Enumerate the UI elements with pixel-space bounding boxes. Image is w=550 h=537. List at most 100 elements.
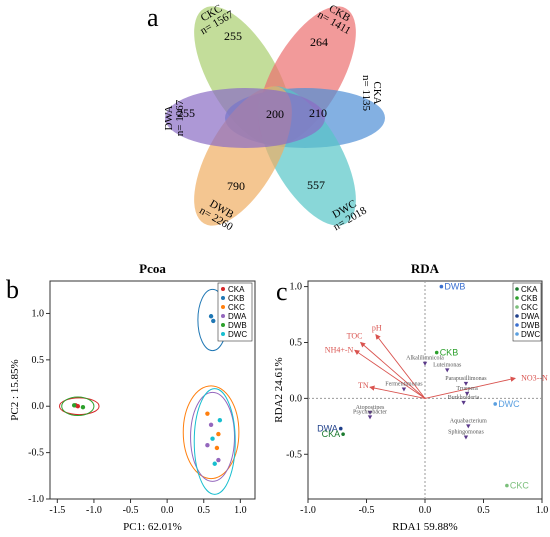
rda-sample-point: [439, 284, 444, 289]
panel-letter-a: a: [147, 3, 159, 32]
rda-env-arrow: [375, 333, 426, 399]
rda-legend-label: CKB: [521, 294, 537, 303]
rda-legend-label: CKC: [521, 303, 538, 312]
rda-legend-marker: [515, 314, 519, 318]
pcoa-legend-label: CKB: [228, 294, 244, 303]
venn-set-name: CKA: [371, 81, 383, 104]
rda-env-arrow: [424, 376, 516, 399]
rda-sample-label: DWB: [444, 282, 465, 292]
rda-species-label: Psychrobacter: [353, 409, 387, 415]
rda-chart: RDA -1.0 -0.5 0.0 0.5 1.0 -0.5 0.0 0.5 1.0 RDA1 59…: [273, 261, 548, 533]
pcoa-legend-marker: [221, 332, 225, 336]
pcoa-x-tick-label: -1.0: [86, 505, 102, 516]
rda-species-marker: [401, 387, 407, 392]
rda-species-label: Truepera: [456, 386, 478, 392]
pcoa-y-tick-label: 1.0: [32, 308, 45, 319]
pcoa-point-dwa: [208, 422, 214, 427]
pcoa-point-ckb: [211, 318, 216, 324]
venn-unique-count: 210: [309, 106, 327, 120]
rda-x-tick-label: 1.0: [536, 505, 549, 516]
rda-y-label-group: RDA2 24.61%: [273, 357, 285, 422]
venn-unique-count: 557: [307, 178, 325, 192]
pcoa-title: Pcoa: [139, 261, 166, 276]
panel-letter-c: c: [276, 277, 288, 306]
venn-unique-count: 790: [227, 179, 245, 193]
pcoa-y-tick-label: 0.0: [32, 401, 45, 412]
rda-species-marker: [466, 424, 471, 429]
venn-unique-count: 255: [224, 29, 242, 43]
pcoa-point-dwa: [216, 457, 221, 463]
rda-legend-marker: [515, 305, 519, 309]
rda-env-label: NH4+-N: [325, 345, 354, 354]
rda-sample-label: DWC: [498, 399, 520, 409]
rda-species-marker: [464, 391, 470, 396]
pcoa-legend-marker: [221, 287, 225, 291]
rda-y-label: RDA2 24.61%: [273, 357, 285, 422]
pcoa-point-ckc: [216, 431, 221, 437]
venn-set-n: n= 1067: [174, 99, 186, 136]
rda-species-label: Fermentimonas: [385, 381, 423, 387]
rda-env-arrow: [359, 341, 426, 399]
rda-species-label: Luteimonas: [433, 362, 462, 368]
venn-petal-dwa: [165, 88, 325, 148]
pcoa-chart: Pcoa -1.5 -1.0 -0.5 0.0 0.5 1.0 -1.0 -0.5 0.0 0.5 1…: [9, 261, 256, 533]
pcoa-legend-label: CKA: [228, 285, 245, 294]
pcoa-point-ckc: [205, 411, 210, 416]
venn-unique-count: 264: [310, 35, 328, 49]
pcoa-x-tick-label: 0.5: [198, 505, 211, 516]
pcoa-ellipse-ckc: [182, 385, 240, 480]
rda-species-label: Burkholderia: [448, 395, 480, 401]
pcoa-legend-label: DWC: [228, 330, 247, 339]
rda-species-marker: [422, 361, 428, 366]
pcoa-x-tick-label: -0.5: [123, 505, 139, 516]
rda-env-label: TOC: [347, 331, 363, 340]
rda-legend-marker: [515, 323, 519, 327]
rda-sample-label: DWA: [317, 424, 338, 434]
rda-sample-label: CKA: [322, 429, 341, 439]
rda-env-label: TN: [358, 381, 369, 390]
rda-env-arrow: [354, 349, 426, 399]
venn-set-name: DWA: [163, 105, 175, 130]
pcoa-ellipse-dwa: [190, 391, 236, 482]
rda-legend-label: DWA: [521, 312, 540, 321]
pcoa-ellipse-dwc: [193, 388, 236, 495]
pcoa-point-dwc: [217, 417, 223, 423]
rda-species-marker: [463, 381, 469, 386]
rda-x-tick-label: -0.5: [359, 505, 375, 516]
rda-x-tick-label: 0.0: [419, 505, 432, 516]
pcoa-point-ckc: [214, 445, 220, 451]
pcoa-y-tick-label: -1.0: [28, 494, 44, 505]
rda-species-label: Alkalilimnicola: [406, 356, 444, 362]
pcoa-legend-marker: [221, 296, 225, 300]
pcoa-legend-marker: [221, 305, 225, 309]
pcoa-ellipse-cka: [59, 397, 100, 416]
rda-sample-point: [338, 426, 343, 431]
pcoa-ellipse-dwb: [61, 396, 95, 417]
rda-legend-marker: [515, 332, 519, 336]
rda-x-tick-label: -1.0: [300, 505, 316, 516]
pcoa-y-tick-label: 0.5: [32, 355, 45, 366]
rda-sample-label: CKB: [440, 348, 459, 358]
rda-species-label: Atopostipes: [356, 405, 385, 411]
rda-env-arrow: [369, 385, 426, 399]
rda-sample-point: [493, 402, 498, 406]
rda-species-label: Sphingomonas: [448, 430, 484, 436]
pcoa-legend-marker: [221, 323, 225, 327]
pcoa-x-tick-label: -1.5: [49, 505, 65, 516]
pcoa-x-tick-label: 0.0: [161, 505, 174, 516]
pcoa-legend-marker: [221, 314, 225, 318]
rda-legend-label: DWB: [521, 321, 540, 330]
rda-species-marker: [463, 435, 469, 440]
rda-species-label: Aquabacterium: [450, 418, 487, 424]
rda-species-label: Parapusillimonas: [445, 376, 487, 382]
pcoa-legend-label: CKC: [228, 303, 245, 312]
rda-sample-point: [434, 350, 439, 355]
venn-core-count: 200: [266, 107, 284, 121]
pcoa-point-dwc: [210, 436, 215, 441]
rda-y-tick-label: 1.0: [290, 282, 303, 293]
rda-species-marker: [367, 415, 373, 420]
rda-legend-label: CKA: [521, 285, 538, 294]
pcoa-point-ckb: [208, 314, 214, 319]
